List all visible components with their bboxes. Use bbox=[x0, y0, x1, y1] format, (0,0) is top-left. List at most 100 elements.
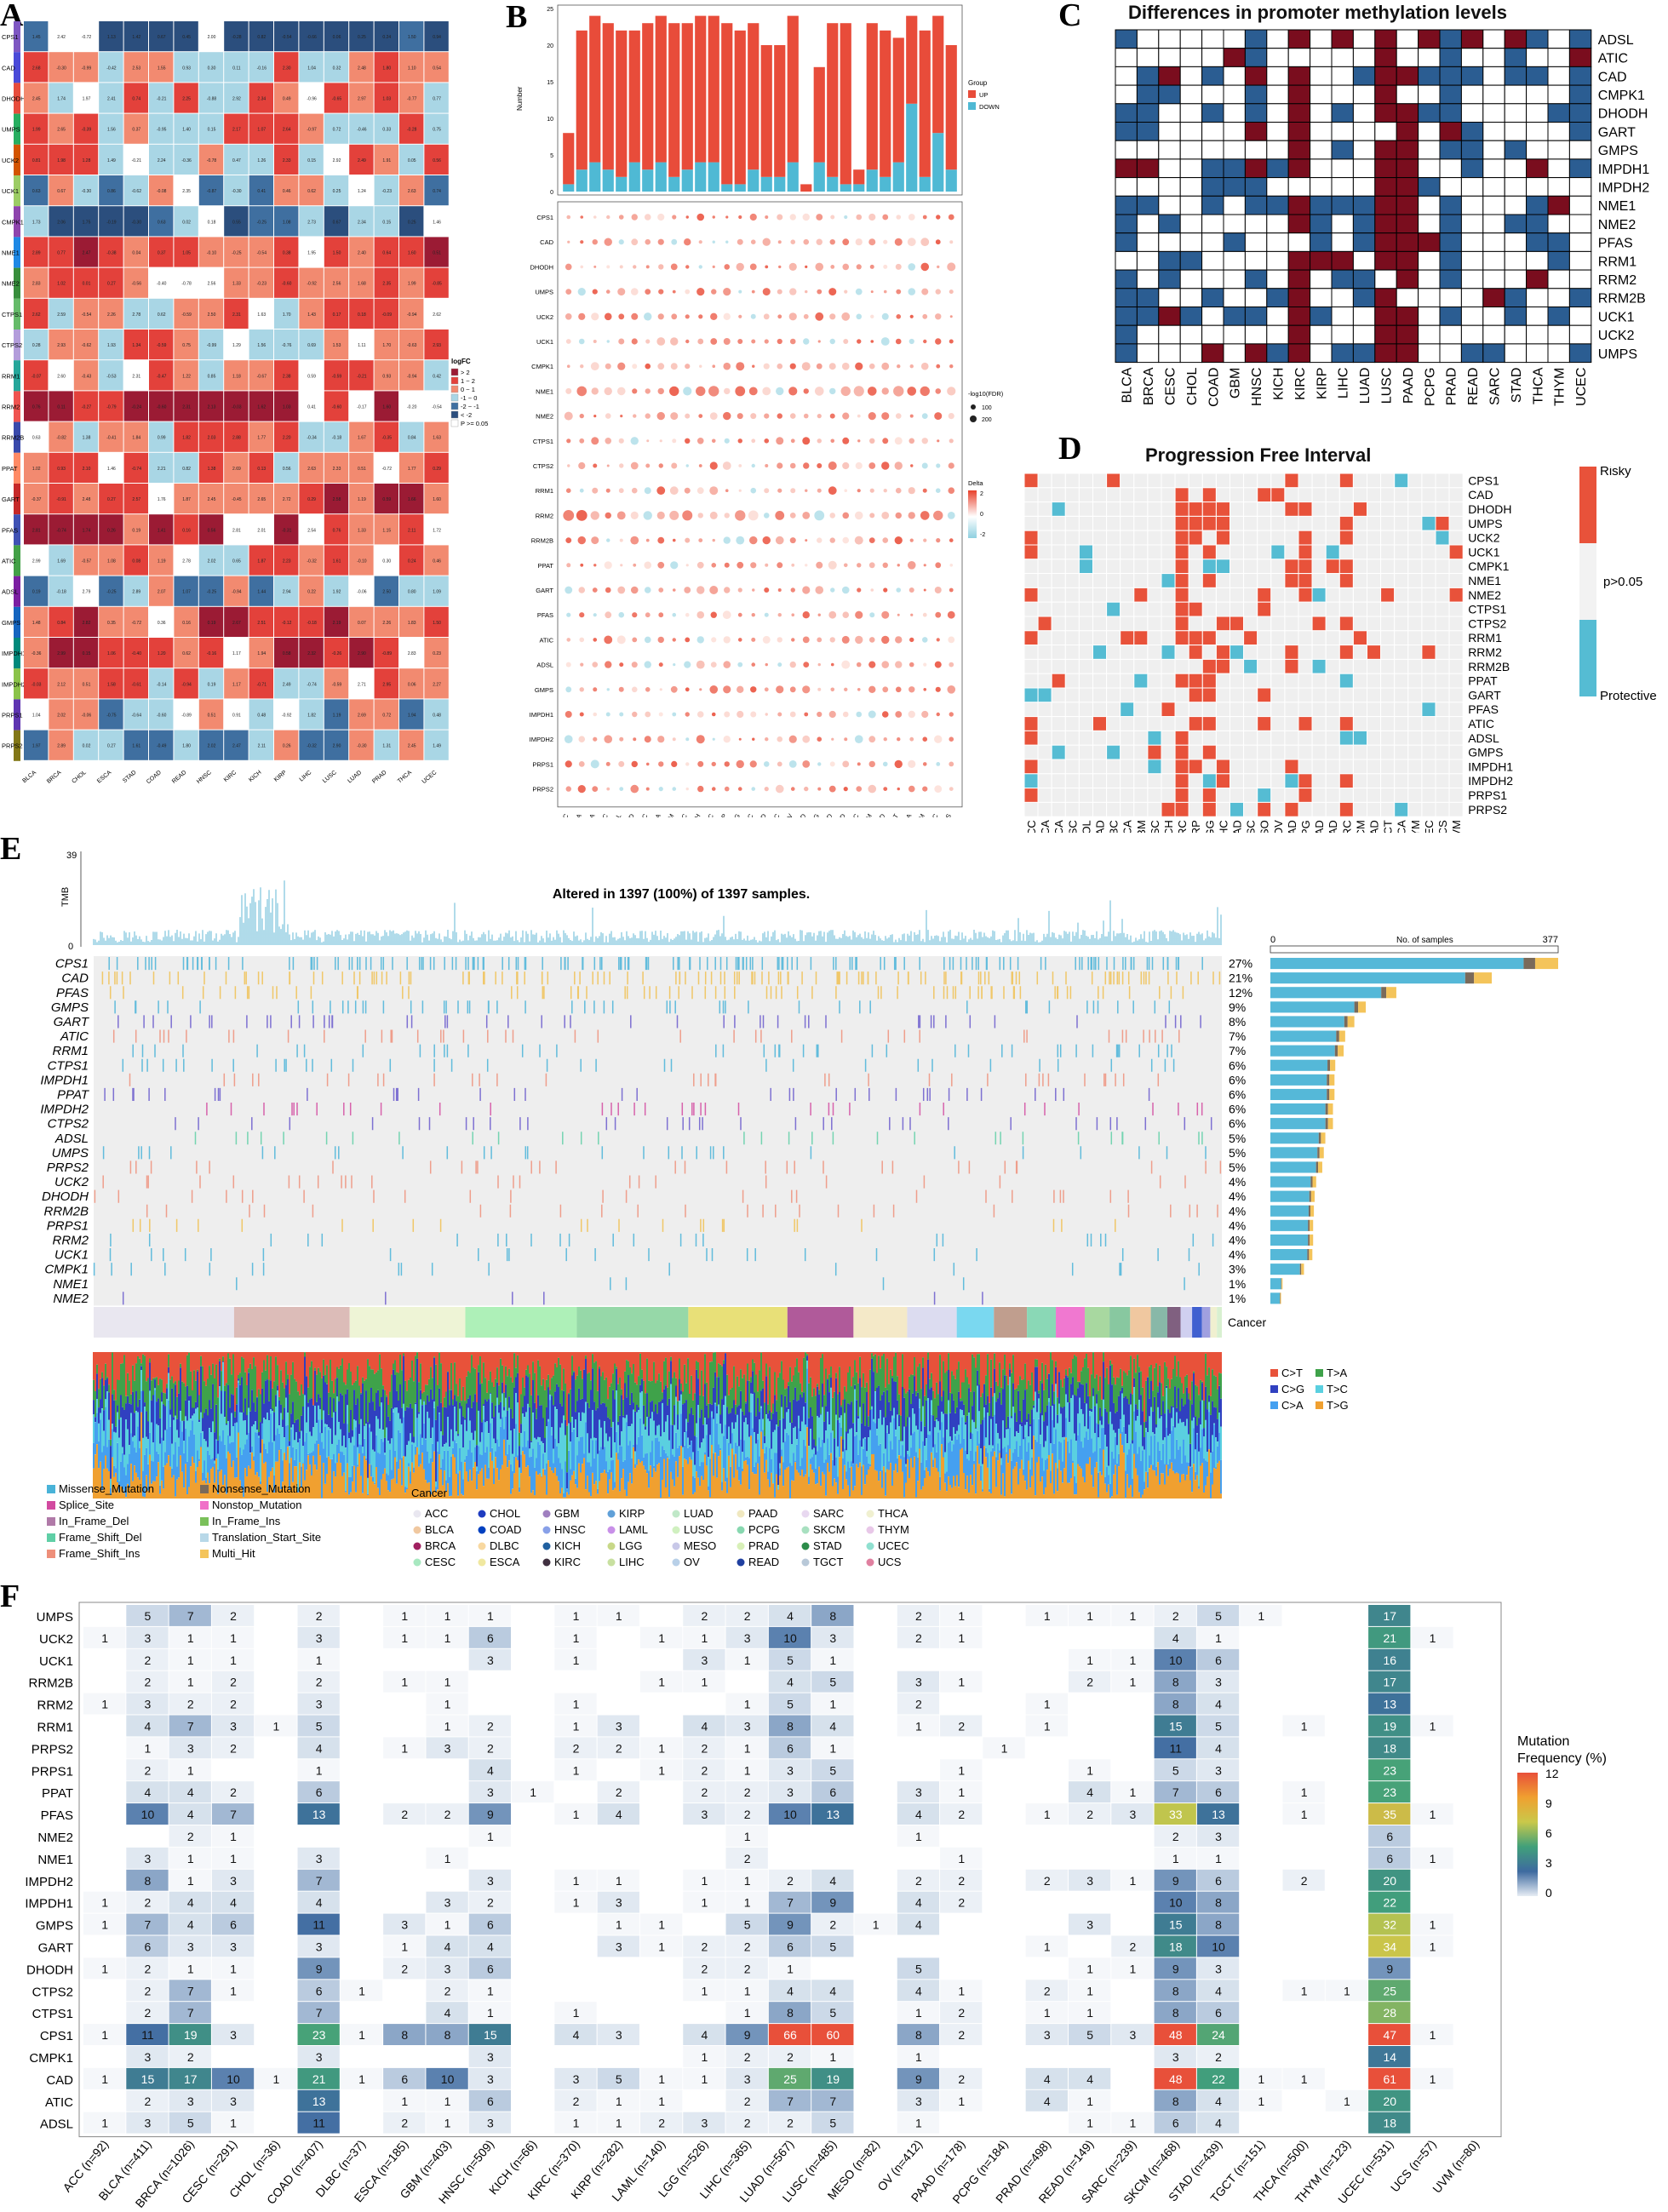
heat-cell bbox=[349, 175, 374, 206]
dot bbox=[857, 563, 862, 568]
f-cell-value: 1 bbox=[187, 1631, 194, 1645]
pfi-cell bbox=[1078, 759, 1094, 775]
heat-cell bbox=[49, 206, 73, 237]
f-cell-value: 1 bbox=[145, 1741, 152, 1755]
heat-cell bbox=[424, 484, 449, 514]
dot bbox=[841, 635, 850, 644]
meth-cell bbox=[1179, 232, 1203, 252]
dot bbox=[643, 511, 652, 520]
dot bbox=[803, 338, 810, 345]
heat-cell bbox=[198, 545, 224, 576]
f-cell-value: 4 bbox=[487, 1763, 494, 1777]
bar-down-hnsc bbox=[681, 169, 693, 192]
pfi-cell bbox=[1435, 759, 1450, 775]
heat-cell bbox=[374, 267, 398, 298]
f-cell bbox=[169, 1935, 211, 1957]
x-label-hnsc: HNSC bbox=[674, 812, 690, 817]
f-cell-value: 1 bbox=[915, 1830, 922, 1843]
f-cell bbox=[169, 1913, 211, 1935]
dot bbox=[921, 438, 928, 444]
dot bbox=[923, 339, 927, 344]
f-cell bbox=[169, 1715, 211, 1737]
pfi-cell bbox=[1215, 630, 1230, 646]
pfi-cell bbox=[1311, 573, 1327, 588]
meth-col-label-prad: PRAD bbox=[1445, 368, 1459, 405]
heat-cell bbox=[399, 391, 424, 421]
f-cell-value: 2 bbox=[145, 1962, 152, 1975]
pfi-cell bbox=[1270, 487, 1286, 503]
pfi-cell bbox=[1243, 773, 1258, 789]
pfi-cell bbox=[1078, 487, 1094, 503]
pfi-col-label-ucs: UCS bbox=[1436, 820, 1449, 833]
pfi-cell bbox=[1174, 530, 1189, 546]
cell-value: 1.13 bbox=[107, 35, 116, 40]
dot bbox=[910, 464, 914, 467]
pfi-cell bbox=[1435, 716, 1450, 731]
heat-cell bbox=[174, 545, 198, 576]
heat-cell bbox=[349, 730, 374, 760]
pfi-cell bbox=[1174, 759, 1189, 775]
heat-cell bbox=[99, 360, 123, 391]
dot bbox=[949, 587, 954, 593]
cell-value: 1.68 bbox=[358, 282, 366, 287]
heat-cell bbox=[249, 175, 273, 206]
bar-down-kirc bbox=[708, 162, 719, 192]
heat-cell bbox=[299, 298, 324, 329]
dot bbox=[801, 362, 811, 371]
heat-cell bbox=[399, 237, 424, 267]
f-cell bbox=[1154, 1737, 1196, 1759]
pfi-cell bbox=[1147, 744, 1162, 760]
pfi-cell bbox=[1407, 487, 1423, 503]
cell-value: 0.15 bbox=[382, 220, 391, 225]
heat-cell bbox=[174, 391, 198, 421]
f-cell-value: 1 bbox=[230, 1962, 237, 1975]
onco-percent: 4% bbox=[1229, 1248, 1246, 1262]
pfi-cell bbox=[1284, 573, 1299, 588]
cell-value: 2.10 bbox=[83, 467, 91, 472]
f-cell-value: 4 bbox=[187, 1896, 194, 1910]
heat-cell bbox=[374, 83, 398, 113]
dot bbox=[934, 412, 943, 421]
pfi-col-label-stad: STAD bbox=[1368, 820, 1381, 833]
meth-cell bbox=[1396, 48, 1419, 67]
x-label-tgct: TGCT bbox=[885, 812, 900, 817]
pfi-cell bbox=[1407, 759, 1423, 775]
f-cell bbox=[1068, 1803, 1111, 1825]
heat-cell bbox=[399, 514, 424, 545]
cell-value: 0.94 bbox=[433, 35, 441, 40]
pfi-cell bbox=[1270, 501, 1286, 517]
onco-mutations-row bbox=[112, 1029, 1180, 1043]
dot bbox=[840, 386, 851, 397]
pfi-col-label-blca: BLCA bbox=[1039, 820, 1052, 833]
dot bbox=[791, 638, 795, 642]
f-cell bbox=[683, 1648, 725, 1670]
dot bbox=[907, 561, 916, 570]
legend-swatch bbox=[450, 385, 459, 393]
freq-bar-nonsense bbox=[1299, 1264, 1302, 1275]
dot bbox=[750, 711, 757, 718]
dot bbox=[817, 637, 823, 643]
cell-value: -0.64 bbox=[132, 713, 142, 719]
pfi-cell bbox=[1161, 687, 1176, 703]
pfi-cell bbox=[1133, 559, 1149, 575]
dot bbox=[698, 240, 702, 244]
cell-value: -0.16 bbox=[257, 66, 267, 71]
heat-cell bbox=[99, 21, 123, 52]
f-legend-tick: 3 bbox=[1545, 1856, 1552, 1870]
dot-row-label-gmps: GMPS bbox=[535, 686, 553, 694]
f-cell-value: 7 bbox=[316, 1874, 323, 1888]
pfi-cell bbox=[1078, 658, 1094, 674]
dot bbox=[842, 711, 849, 718]
dot bbox=[881, 387, 889, 395]
pfi-cell bbox=[1311, 801, 1327, 817]
meth-cell bbox=[1396, 122, 1419, 141]
cell-value: 0.72 bbox=[382, 713, 391, 719]
heat-cell bbox=[49, 514, 73, 545]
pfi-cell bbox=[1257, 487, 1272, 503]
meth-cell bbox=[1418, 158, 1441, 179]
heat-cell bbox=[149, 237, 174, 267]
cancer-legend-label: KICH bbox=[554, 1539, 581, 1552]
pfi-cell bbox=[1407, 645, 1423, 660]
pfi-cell bbox=[1147, 702, 1162, 718]
pfi-cell bbox=[1394, 730, 1409, 746]
